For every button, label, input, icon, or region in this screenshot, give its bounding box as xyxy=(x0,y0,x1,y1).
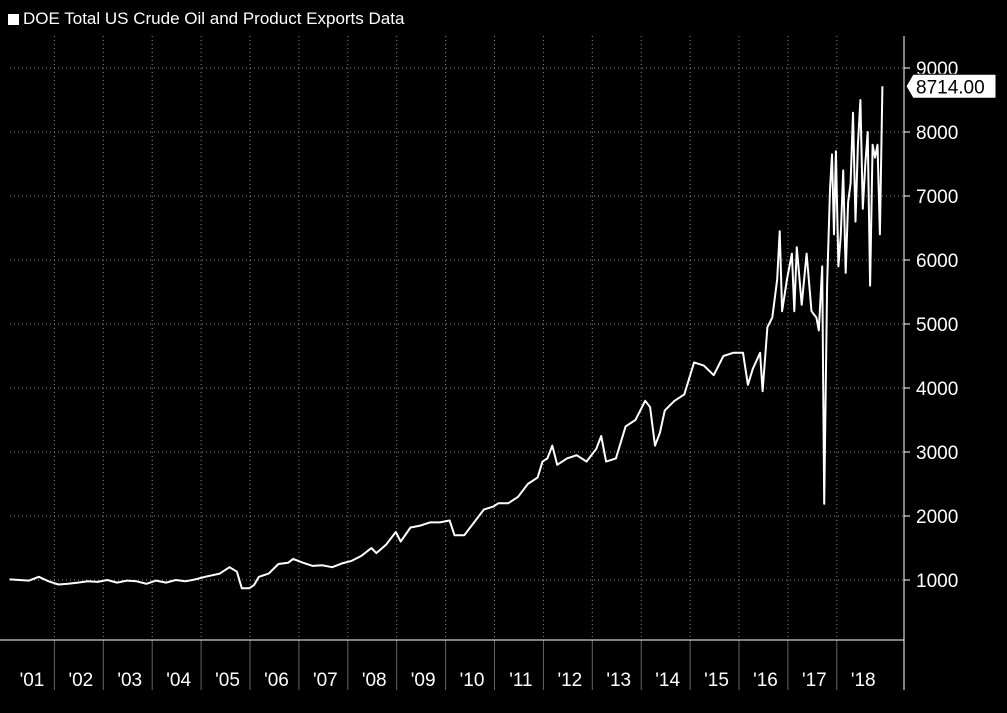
x-tick-label: '12 xyxy=(557,670,582,691)
x-tick-label: '16 xyxy=(753,670,778,691)
y-tick-label: 2000 xyxy=(916,507,958,528)
x-tick-label: '05 xyxy=(215,670,240,691)
x-tick-label: '02 xyxy=(68,670,93,691)
last-value-label: 8714.00 xyxy=(916,77,985,98)
x-tick-label: '09 xyxy=(411,670,436,691)
x-tick-label: '15 xyxy=(704,670,729,691)
grid-lines xyxy=(10,36,904,640)
legend-swatch xyxy=(8,13,19,25)
x-tick-label: '11 xyxy=(509,670,532,691)
y-tick-label: 7000 xyxy=(916,187,958,208)
last-value-marker: 8714.00 xyxy=(905,73,997,99)
y-tick-label: 3000 xyxy=(916,443,958,464)
axes xyxy=(0,36,905,690)
last-value-box xyxy=(905,73,997,99)
x-tick-label: '04 xyxy=(166,670,191,691)
x-tick-label: '10 xyxy=(460,670,485,691)
x-tick-label: '08 xyxy=(362,670,387,691)
y-tick-label: 4000 xyxy=(916,379,958,400)
y-tick-label: 1000 xyxy=(916,571,958,592)
x-tick-label: '06 xyxy=(264,670,289,691)
x-tick-label: '01 xyxy=(20,670,45,691)
series-line xyxy=(9,86,884,590)
x-tick-label: '18 xyxy=(851,670,876,691)
y-tick-label: 6000 xyxy=(916,251,958,272)
x-tick-label: '14 xyxy=(655,670,680,691)
y-tick-label: 5000 xyxy=(916,315,958,336)
chart-legend: DOE Total US Crude Oil and Product Expor… xyxy=(8,9,404,29)
x-tick-label: '13 xyxy=(606,670,631,691)
x-axis-ticks: '01 '02 '03 '04 '05 '06 '07 '08 '09 '10 '11 '12 '13 '… xyxy=(20,670,876,691)
series-group xyxy=(9,86,884,590)
y-tick-label: 8000 xyxy=(916,123,958,144)
x-tick-label: '07 xyxy=(313,670,338,691)
legend-label: DOE Total US Crude Oil and Product Expor… xyxy=(23,9,405,28)
x-tick-label: '17 xyxy=(802,670,827,691)
x-tick-label: '03 xyxy=(117,670,142,691)
